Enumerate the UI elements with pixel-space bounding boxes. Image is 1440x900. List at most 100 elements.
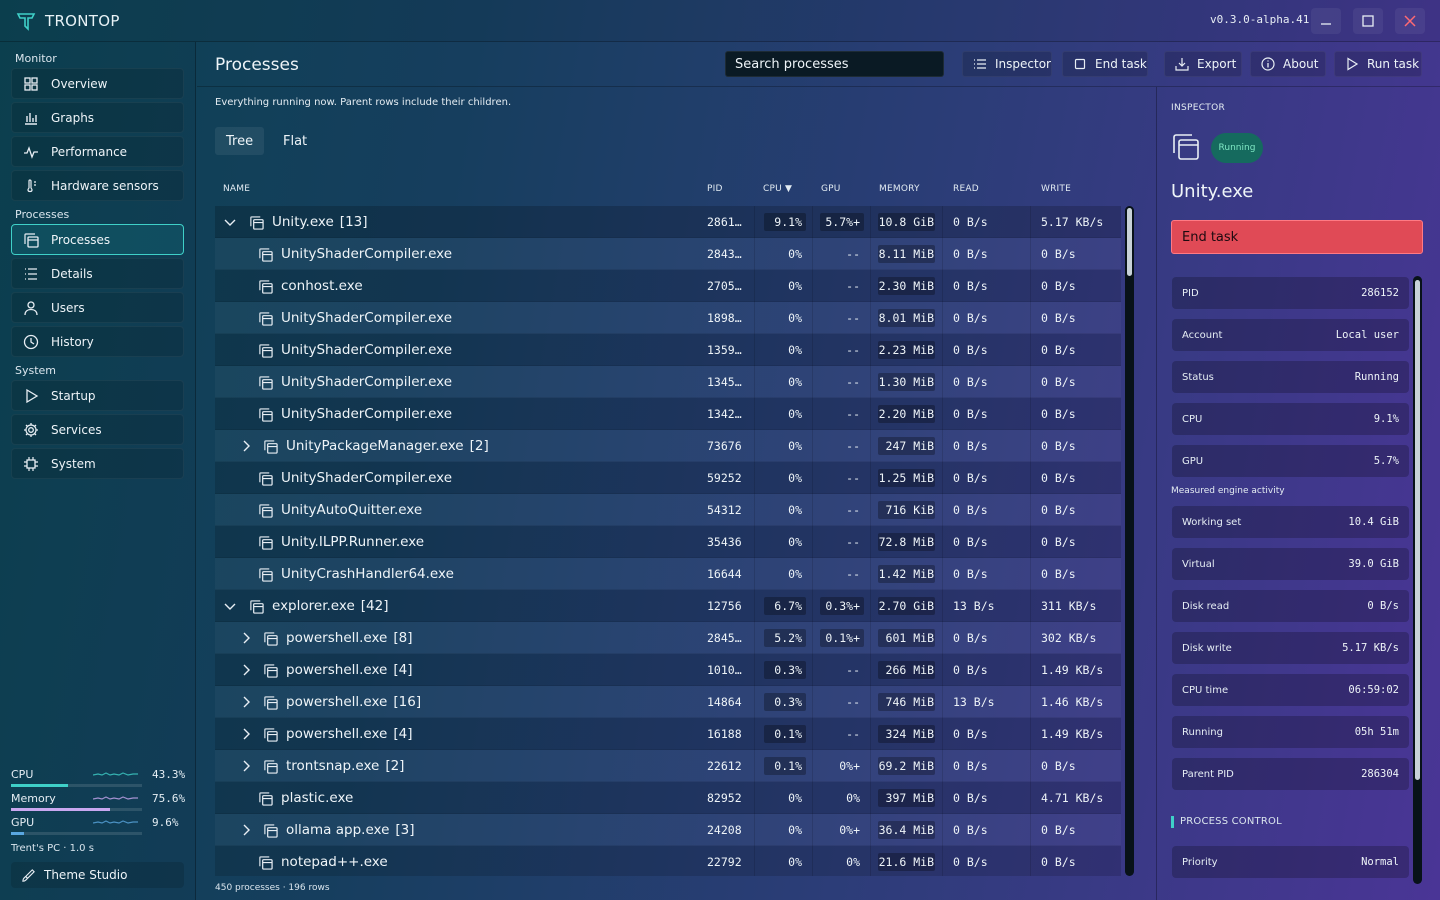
table-row[interactable]: conhost.exe 2705… 0% -- 2.30 MiB 0 B/s 0 B/s bbox=[215, 270, 1121, 302]
table-row[interactable]: notepad++.exe 22792 0% 0% 21.6 MiB 0 B/s 0 B/s bbox=[215, 846, 1121, 876]
column-divider bbox=[754, 398, 755, 430]
sidebar-item-services[interactable]: Services bbox=[11, 414, 184, 445]
column-divider bbox=[754, 462, 755, 494]
field-key: PID bbox=[1182, 287, 1199, 299]
pulse-icon bbox=[24, 145, 38, 159]
read-cell: 0 B/s bbox=[953, 823, 988, 837]
table-row[interactable]: UnityShaderCompiler.exe 1898… 0% -- 8.01 MiB… bbox=[215, 302, 1121, 334]
column-header-cpu[interactable]: CPU ▼ bbox=[763, 184, 793, 194]
field-key: Account bbox=[1182, 329, 1223, 341]
column-header-pid[interactable]: PID bbox=[707, 184, 723, 194]
column-header-name[interactable]: NAME bbox=[223, 184, 251, 194]
memory-cell: 10.8 GiB bbox=[878, 215, 934, 229]
column-divider bbox=[870, 430, 871, 462]
run-task-button[interactable]: Run task bbox=[1334, 51, 1422, 77]
sidebar-item-processes[interactable]: Processes bbox=[11, 224, 184, 255]
table-row[interactable]: trontsnap.exe [2] 22612 0.1% 0%+ 69.2 MiB 0 B/… bbox=[215, 750, 1121, 782]
column-divider bbox=[1030, 270, 1031, 302]
table-row[interactable]: UnityShaderCompiler.exe 1342… 0% -- 2.20 MiB… bbox=[215, 398, 1121, 430]
tab-tree[interactable]: Tree bbox=[215, 127, 265, 155]
name-cell: UnityCrashHandler64.exe bbox=[258, 558, 454, 590]
about-button[interactable]: About bbox=[1250, 51, 1326, 77]
end-task-toolbar-button[interactable]: End task bbox=[1062, 51, 1148, 77]
search-input[interactable] bbox=[725, 51, 944, 77]
process-window-icon bbox=[259, 343, 273, 358]
tab-flat[interactable]: Flat bbox=[283, 133, 308, 149]
table-row[interactable]: explorer.exe [42] 12756 6.7% 0.3%+ 2.70 GiB 13… bbox=[215, 590, 1121, 622]
table-row[interactable]: UnityPackageManager.exe [2] 73676 0% -- 247 M… bbox=[215, 430, 1121, 462]
table-row[interactable]: ollama app.exe [3] 24208 0% 0%+ 36.4 MiB 0 B/s… bbox=[215, 814, 1121, 846]
priority-field[interactable]: Priority Normal bbox=[1172, 846, 1409, 878]
table-row[interactable]: powershell.exe [8] 2845… 5.2% 0.1%+ 601 MiB 0 … bbox=[215, 622, 1121, 654]
field-value: 10.4 GiB bbox=[1348, 516, 1399, 528]
sidebar-item-details[interactable]: Details bbox=[11, 258, 184, 289]
sidebar-item-hardware-sensors[interactable]: Hardware sensors bbox=[11, 170, 184, 201]
name-cell: notepad++.exe bbox=[258, 846, 388, 876]
memory-cell: 601 MiB bbox=[885, 631, 934, 645]
table-row[interactable]: UnityShaderCompiler.exe 1345… 0% -- 1.30 MiB… bbox=[215, 366, 1121, 398]
column-header-read[interactable]: READ bbox=[953, 184, 979, 194]
table-scrollbar[interactable] bbox=[1125, 206, 1134, 876]
meter-memory-sparkline bbox=[93, 796, 138, 800]
pid-cell: 82952 bbox=[707, 791, 742, 805]
table-row[interactable]: UnityShaderCompiler.exe 2843… 0% -- 8.11 MiB… bbox=[215, 238, 1121, 270]
chevron-right-icon[interactable] bbox=[239, 695, 253, 709]
sidebar-item-history[interactable]: History bbox=[11, 326, 184, 357]
end-task-button[interactable]: End task bbox=[1171, 220, 1423, 254]
column-divider bbox=[754, 750, 755, 782]
minimize-button[interactable] bbox=[1311, 8, 1341, 34]
inspector-scroll-thumb[interactable] bbox=[1415, 280, 1420, 780]
page-title: Processes bbox=[215, 55, 299, 75]
chevron-right-icon[interactable] bbox=[239, 727, 253, 741]
chevron-right-icon[interactable] bbox=[239, 759, 253, 773]
close-window-button[interactable] bbox=[1395, 8, 1425, 34]
write-cell: 0 B/s bbox=[1041, 535, 1076, 549]
chevron-right-icon[interactable] bbox=[239, 823, 253, 837]
maximize-button[interactable] bbox=[1353, 8, 1383, 34]
column-header-gpu[interactable]: GPU bbox=[821, 184, 841, 194]
sidebar-item-users[interactable]: Users bbox=[11, 292, 184, 323]
table-row[interactable]: powershell.exe [16] 14864 0.3% -- 746 MiB 13 B… bbox=[215, 686, 1121, 718]
process-window-icon bbox=[259, 247, 273, 262]
chevron-right-icon[interactable] bbox=[239, 663, 253, 677]
sidebar-item-graphs[interactable]: Graphs bbox=[11, 102, 184, 133]
export-button[interactable]: Export bbox=[1164, 51, 1242, 77]
cpu-cell: 6.7% bbox=[774, 599, 802, 613]
chevron-right-icon[interactable] bbox=[239, 631, 253, 645]
column-divider bbox=[942, 558, 943, 590]
table-row[interactable]: powershell.exe [4] 16188 0.1% -- 324 MiB 0 B/s… bbox=[215, 718, 1121, 750]
sidebar-item-label: Details bbox=[51, 266, 93, 281]
chevron-down-icon[interactable] bbox=[223, 599, 237, 613]
table-row[interactable]: Unity.exe [13] 2861… 9.1% 5.7%+ 10.8 GiB 0 B/s… bbox=[215, 206, 1121, 238]
theme-studio-button[interactable]: Theme Studio bbox=[11, 862, 184, 888]
table-row[interactable]: plastic.exe 82952 0% 0% 397 MiB 0 B/s 4.71 KB/… bbox=[215, 782, 1121, 814]
sidebar-item-performance[interactable]: Performance bbox=[11, 136, 184, 167]
sidebar-item-system[interactable]: System bbox=[11, 448, 184, 479]
table-row[interactable]: UnityCrashHandler64.exe 16644 0% -- 1.42 MiB… bbox=[215, 558, 1121, 590]
cpu-cell: 0% bbox=[788, 375, 802, 389]
about-button-label: About bbox=[1283, 57, 1319, 71]
memory-cell: 397 MiB bbox=[885, 791, 934, 805]
sidebar-item-overview[interactable]: Overview bbox=[11, 68, 184, 99]
table-row[interactable]: UnityShaderCompiler.exe 59252 0% -- 1.25 MiB… bbox=[215, 462, 1121, 494]
sidebar-item-startup[interactable]: Startup bbox=[11, 380, 184, 411]
table-row[interactable]: UnityShaderCompiler.exe 1359… 0% -- 2.23 MiB… bbox=[215, 334, 1121, 366]
table-row[interactable]: UnityAutoQuitter.exe 54312 0% -- 716 KiB 0 B/… bbox=[215, 494, 1121, 526]
column-header-write[interactable]: WRITE bbox=[1041, 184, 1071, 194]
field-value: 5.7% bbox=[1373, 455, 1399, 467]
process-name: powershell.exe bbox=[286, 726, 388, 742]
chevron-right-icon[interactable] bbox=[239, 439, 253, 453]
read-cell: 0 B/s bbox=[953, 471, 988, 485]
table-scroll-thumb[interactable] bbox=[1127, 208, 1132, 276]
column-divider bbox=[812, 622, 813, 654]
table-row[interactable]: powershell.exe [4] 1010… 0.3% -- 266 MiB 0 B/s… bbox=[215, 654, 1121, 686]
table-row[interactable]: Unity.ILPP.Runner.exe 35436 0% -- 72.8 MiB 0 … bbox=[215, 526, 1121, 558]
memory-highlight bbox=[878, 437, 935, 455]
inspector-button[interactable]: Inspector bbox=[962, 51, 1052, 77]
column-divider bbox=[870, 814, 871, 846]
column-header-memory[interactable]: MEMORY bbox=[879, 184, 920, 194]
sidebar bbox=[0, 42, 196, 900]
column-divider bbox=[870, 302, 871, 334]
chevron-down-icon[interactable] bbox=[223, 215, 237, 229]
cpu-highlight bbox=[764, 757, 806, 775]
